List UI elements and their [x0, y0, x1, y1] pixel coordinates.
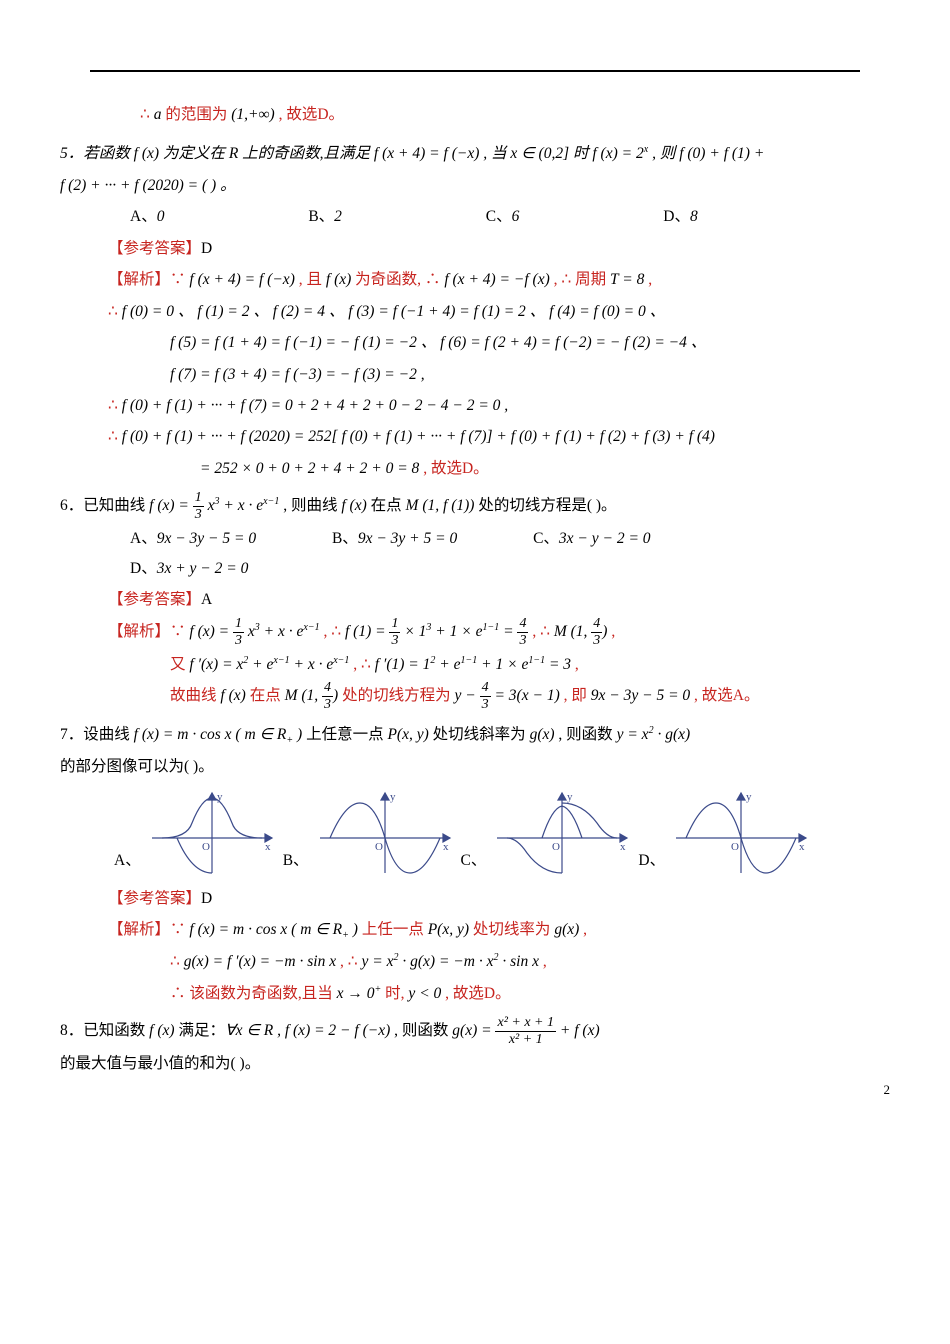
q4-conclusion: ∴ a 的范围为 (1,+∞) , 故选D。: [140, 100, 890, 129]
q5-opt-a: A、0: [130, 202, 234, 231]
q7-sol3: ∴ 该函数为奇函数,且当 x → 0+ 时, y < 0 , 故选D。: [170, 979, 890, 1008]
q6-opt-c: C、3x − y − 2 = 0: [533, 524, 686, 553]
q6-stem: 6．已知曲线 f (x) = 13 x3 + x · ex−1 , 则曲线 f …: [60, 491, 890, 522]
svg-text:x: x: [265, 841, 271, 853]
q5-answer: 【参考答案】D: [108, 234, 890, 263]
q7-opt-d-label: D、: [632, 848, 671, 878]
svg-text:x: x: [443, 841, 449, 853]
q6-sol2: 又 f ′(x) = x2 + ex−1 + x · ex−1 , ∴ f ′(…: [170, 650, 890, 679]
svg-text:O: O: [552, 841, 560, 853]
q5-sol5: ∴ f (0) + f (1) + ··· + f (7) = 0 + 2 + …: [108, 391, 890, 420]
q5-opt-c: C、6: [486, 202, 590, 231]
svg-text:O: O: [202, 841, 210, 853]
q5-stem2: f (2) + ··· + f (2020) = ( ) 。: [60, 171, 890, 200]
q8-stem2: 的最大值与最小值的和为( )。: [60, 1049, 890, 1078]
q6-opt-b: B、9x − 3y + 5 = 0: [332, 524, 493, 553]
q6-sol1: 【解析】∵ f (x) = 13 x3 + x · ex−1 , ∴ f (1)…: [108, 617, 890, 648]
q5-sol7: = 252 × 0 + 0 + 2 + 4 + 2 + 0 = 8 , 故选D。: [200, 454, 890, 483]
q7-opt-c-label: C、: [455, 848, 493, 878]
q7-graph-c: y x O: [492, 788, 632, 878]
q6-opt-a: A、9x − 3y − 5 = 0: [130, 524, 292, 553]
page-number: 2: [884, 1082, 891, 1098]
q7-opt-b-label: B、: [277, 848, 315, 878]
q5-sol2: ∴ f (0) = 0 、 f (1) = 2 、 f (2) = 4 、 f …: [108, 297, 890, 326]
svg-text:y: y: [390, 791, 396, 803]
q6-answer: 【参考答案】A: [108, 585, 890, 614]
q5-sol6: ∴ f (0) + f (1) + ··· + f (2020) = 252[ …: [108, 422, 890, 451]
q7-stem: 7．设曲线 f (x) = m · cos x ( m ∈ R+ ) 上任意一点…: [60, 720, 890, 750]
q5-sol1: 【解析】∵ f (x + 4) = f (−x) , 且 f (x) 为奇函数,…: [108, 265, 890, 294]
q6-opt-d: D、3x + y − 2 = 0: [130, 554, 284, 583]
q6-sol3: 故曲线 f (x) 在点 M (1, 43) 处的切线方程为 y − 43 = …: [170, 681, 890, 712]
svg-text:x: x: [620, 841, 626, 853]
q7-graph-d: y x O: [671, 788, 811, 878]
svg-text:y: y: [567, 791, 573, 803]
q7-stem2: 的部分图像可以为( )。: [60, 752, 890, 781]
q5-options: A、0 B、2 C、6 D、8: [130, 202, 890, 231]
svg-text:x: x: [799, 841, 805, 853]
q7-opt-a-label: A、: [108, 848, 147, 878]
q5-opt-d: D、8: [663, 202, 767, 231]
q5-opt-b: B、2: [308, 202, 412, 231]
q7-graphs: A、 y x O B、 y x O C、: [108, 788, 890, 878]
q5-sol3: f (5) = f (1 + 4) = f (−1) = − f (1) = −…: [170, 328, 890, 357]
q7-graph-b: y x O: [315, 788, 455, 878]
q5-stem: 5．若函数 f (x) 为定义在 R 上的奇函数,且满足 f (x + 4) =…: [60, 139, 890, 168]
svg-text:y: y: [746, 791, 752, 803]
svg-text:y: y: [217, 791, 223, 803]
q7-graph-a: y x O: [147, 788, 277, 878]
q7-answer: 【参考答案】D: [108, 884, 890, 913]
q8-stem: 8．已知函数 f (x) 满足：∀x ∈ R , f (x) = 2 − f (…: [60, 1016, 890, 1047]
svg-text:O: O: [375, 841, 383, 853]
q6-options: A、9x − 3y − 5 = 0 B、9x − 3y + 5 = 0 C、3x…: [130, 524, 890, 583]
q7-sol1: 【解析】∵ f (x) = m · cos x ( m ∈ R+ ) 上任一点 …: [108, 915, 890, 945]
q5-sol4: f (7) = f (3 + 4) = f (−3) = − f (3) = −…: [170, 360, 890, 389]
svg-text:O: O: [731, 841, 739, 853]
q7-sol2: ∴ g(x) = f ′(x) = −m · sin x , ∴ y = x2 …: [170, 947, 890, 976]
